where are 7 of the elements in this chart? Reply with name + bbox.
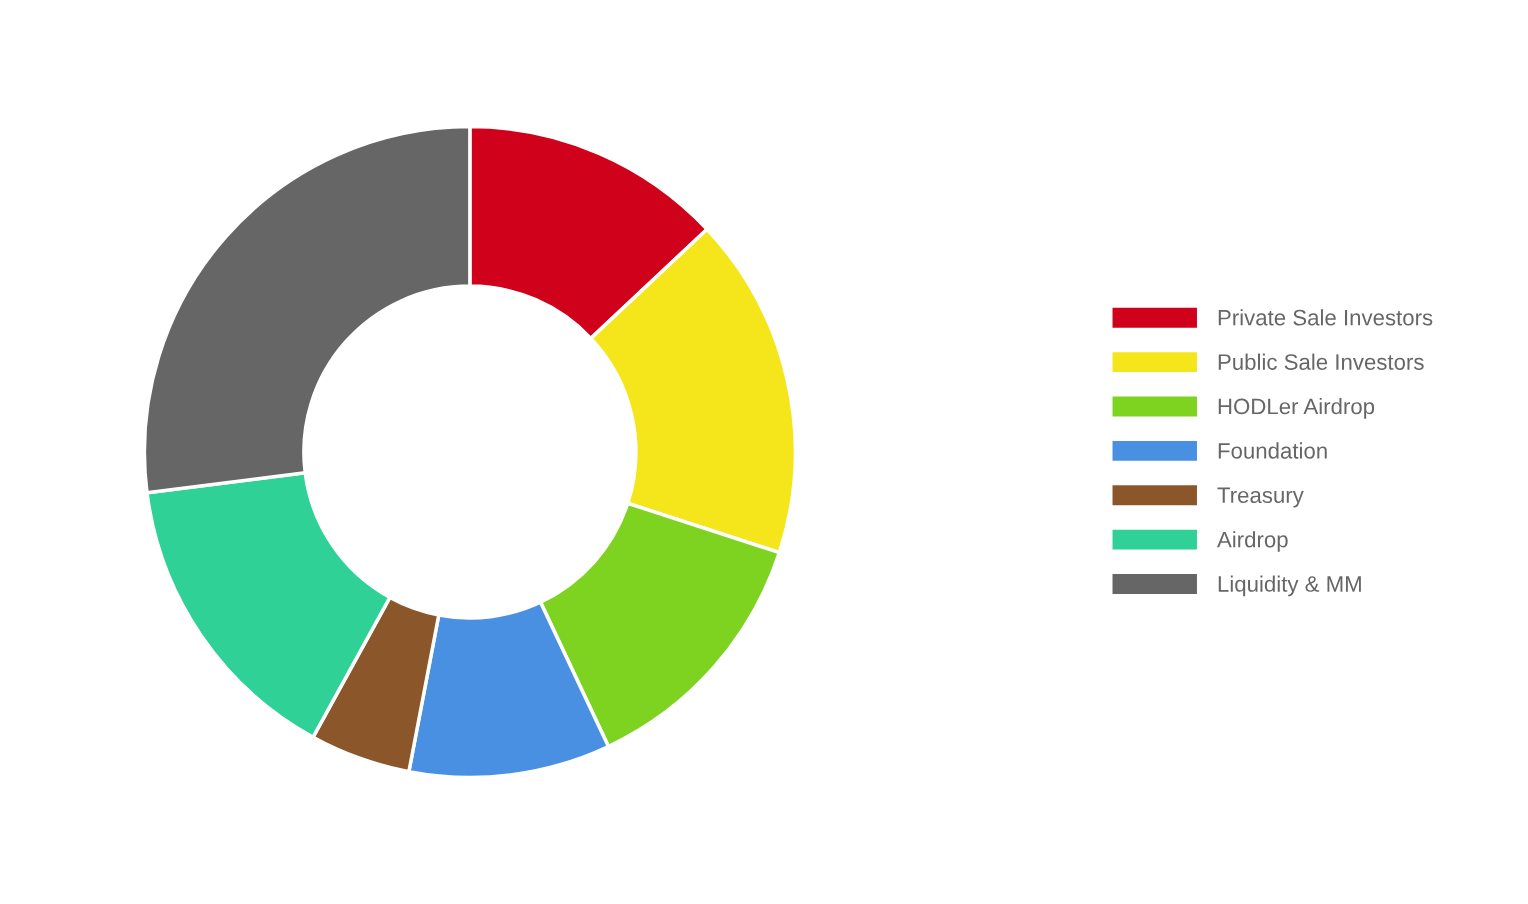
legend-label: HODLer Airdrop — [1218, 397, 1375, 419]
legend-label: Liquidity & MM — [1218, 575, 1361, 597]
legend-label: Private Sale Investors — [1218, 309, 1433, 326]
legend-label: Treasury — [1217, 487, 1304, 508]
legend-label: Foundation — [1218, 442, 1327, 459]
legend-label: Airdrop — [1217, 531, 1288, 552]
legend-label: Public Sale Investors — [1218, 353, 1424, 370]
